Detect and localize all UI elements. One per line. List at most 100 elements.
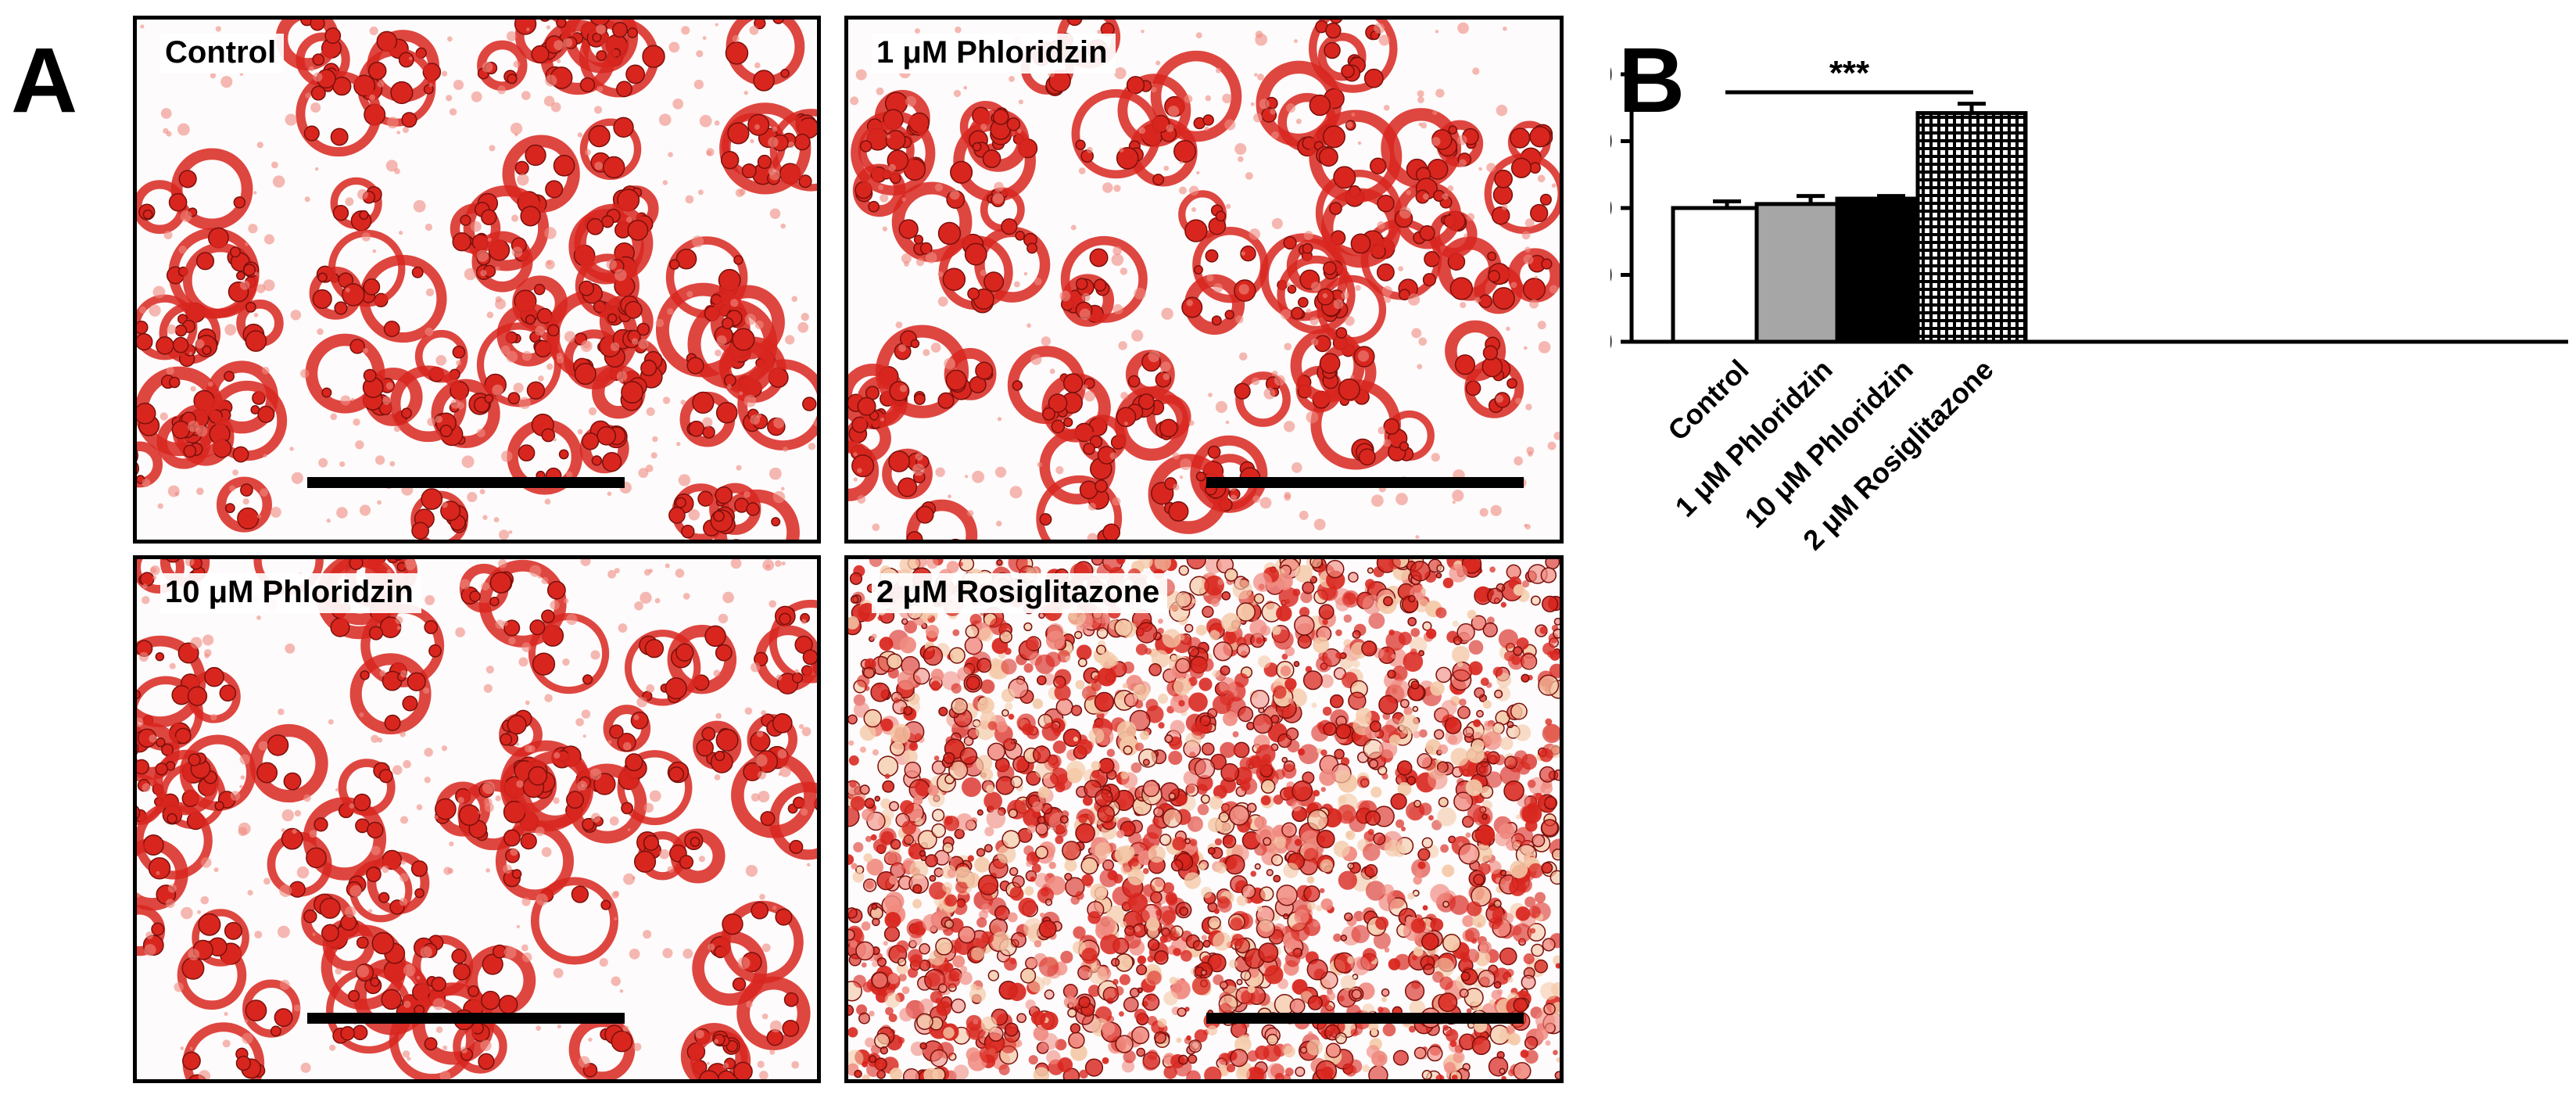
lipid-droplet (1313, 518, 1326, 531)
lipid-droplet (1146, 917, 1160, 931)
lipid-droplet (1447, 716, 1458, 728)
lipid-droplet (1118, 341, 1127, 350)
lipid-droplet (1047, 623, 1064, 640)
lipid-droplet (188, 351, 193, 356)
lipid-droplet (1286, 103, 1296, 113)
lipid-droplet (1356, 775, 1370, 788)
lipid-droplet (317, 328, 324, 336)
lipid-droplet (1263, 387, 1276, 400)
lipid-droplet (1322, 619, 1328, 626)
lipid-droplet (1000, 1037, 1016, 1053)
lipid-droplet (1254, 863, 1261, 870)
lipid-droplet (1333, 933, 1342, 942)
lipid-droplet (240, 775, 245, 780)
lipid-droplet (137, 892, 141, 898)
lipid-droplet (1525, 404, 1532, 411)
lipid-droplet (1306, 876, 1315, 884)
lipid-droplet (692, 391, 715, 414)
lipid-droplet (611, 976, 621, 986)
lipid-droplet (1524, 1035, 1539, 1050)
lipid-droplet (1465, 949, 1480, 963)
lipid-droplet (1281, 822, 1297, 838)
lipid-droplet (470, 221, 482, 232)
lipid-droplet (1020, 967, 1037, 984)
lipid-droplet (202, 634, 214, 646)
lipid-droplet (167, 884, 177, 893)
lipid-droplet (614, 268, 627, 282)
lipid-droplet (1363, 68, 1384, 88)
lipid-droplet (771, 517, 781, 527)
lipid-droplet (1147, 955, 1155, 963)
lipid-droplet (156, 870, 160, 875)
lipid-droplet (1120, 391, 1128, 400)
lipid-droplet (137, 690, 142, 700)
lipid-droplet (1003, 957, 1017, 971)
lipid-droplet (773, 417, 785, 429)
lipid-droplet (1482, 731, 1503, 751)
lipid-droplet (1075, 823, 1095, 844)
lipid-droplet (481, 990, 500, 1010)
lipid-droplet (1323, 261, 1337, 275)
lipid-droplet (1116, 720, 1137, 741)
lipid-droplet (256, 514, 262, 518)
lipid-droplet (367, 61, 387, 81)
lipid-droplet (1442, 193, 1449, 200)
lipid-droplet (1081, 874, 1094, 887)
lipid-droplet (715, 728, 739, 752)
lipid-droplet (1486, 616, 1495, 625)
lipid-droplet (183, 444, 197, 458)
lipid-droplet (1547, 650, 1555, 658)
lipid-droplet (904, 761, 922, 779)
lipid-droplet (242, 498, 249, 505)
lipid-droplet (1001, 830, 1021, 849)
lipid-droplet (1119, 974, 1130, 985)
lipid-droplet (1042, 407, 1055, 421)
lipid-droplet (1033, 1025, 1049, 1042)
lipid-droplet (1185, 784, 1195, 794)
lipid-droplet (1250, 870, 1257, 877)
lipid-droplet (1281, 653, 1288, 660)
lipid-droplet (1191, 206, 1197, 212)
lipid-droplet (1041, 802, 1053, 815)
lipid-droplet (1397, 782, 1412, 796)
lipid-droplet (1188, 1054, 1198, 1064)
lipid-droplet (853, 974, 866, 989)
lipid-droplet (640, 591, 652, 604)
lipid-droplet (263, 877, 270, 885)
lipid-droplet (1528, 906, 1541, 919)
lipid-droplet (975, 361, 994, 380)
lipid-droplet (1496, 395, 1503, 403)
lipid-droplet (1168, 501, 1189, 522)
lipid-droplet (177, 123, 190, 136)
lipid-droplet (1198, 863, 1206, 871)
lipid-droplet (922, 913, 940, 932)
lipid-droplet (257, 405, 275, 423)
lipid-droplet (425, 223, 433, 231)
lipid-droplet (1196, 170, 1200, 175)
lipid-droplet (944, 357, 955, 370)
lipid-droplet (495, 298, 506, 310)
lipid-droplet (1062, 373, 1084, 393)
lipid-droplet (741, 163, 757, 179)
lipid-droplet (693, 79, 704, 90)
lipid-droplet (1210, 597, 1220, 607)
lipid-droplet (937, 392, 955, 409)
lipid-droplet (735, 188, 744, 197)
lipid-droplet (952, 955, 966, 968)
lipid-droplet (292, 828, 297, 834)
lipid-droplet (383, 321, 400, 337)
lipid-droplet (1541, 595, 1559, 612)
lipid-droplet (253, 191, 257, 195)
lipid-droplet (750, 138, 754, 144)
lipid-droplet (614, 917, 618, 920)
lipid-droplet (478, 810, 482, 815)
lipid-droplet (1476, 709, 1484, 718)
lipid-droplet (980, 768, 994, 781)
lipid-droplet (633, 1042, 642, 1051)
lipid-droplet (934, 183, 944, 192)
lipid-droplet (424, 748, 433, 757)
lipid-droplet (714, 120, 720, 126)
lipid-droplet (1494, 754, 1506, 766)
lipid-droplet (1209, 630, 1220, 640)
lipid-droplet (986, 784, 994, 794)
